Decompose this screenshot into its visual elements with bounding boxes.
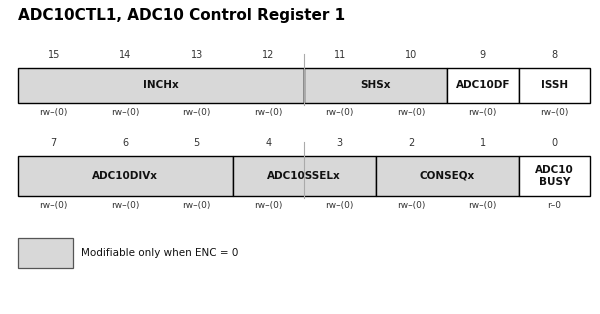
Text: rw–(0): rw–(0) bbox=[326, 201, 354, 210]
Text: 2: 2 bbox=[408, 138, 415, 148]
Text: rw–(0): rw–(0) bbox=[40, 201, 68, 210]
Bar bbox=[376, 156, 518, 196]
Text: ADC10SSELx: ADC10SSELx bbox=[267, 171, 341, 181]
Text: 9: 9 bbox=[479, 50, 486, 60]
Text: ADC10DF: ADC10DF bbox=[455, 80, 510, 90]
Text: 7: 7 bbox=[50, 138, 57, 148]
Text: 1: 1 bbox=[479, 138, 486, 148]
Bar bbox=[447, 68, 518, 103]
Bar bbox=[233, 156, 376, 196]
Bar bbox=[18, 68, 304, 103]
Bar bbox=[18, 238, 73, 268]
Text: SHSx: SHSx bbox=[360, 80, 391, 90]
Text: rw–(0): rw–(0) bbox=[469, 201, 497, 210]
Bar bbox=[304, 68, 447, 103]
Text: INCHx: INCHx bbox=[143, 80, 179, 90]
Text: ADC10CTL1, ADC10 Control Register 1: ADC10CTL1, ADC10 Control Register 1 bbox=[18, 8, 345, 23]
Text: 3: 3 bbox=[337, 138, 343, 148]
Text: rw–(0): rw–(0) bbox=[254, 108, 283, 117]
Text: 11: 11 bbox=[334, 50, 346, 60]
Text: rw–(0): rw–(0) bbox=[397, 108, 425, 117]
Text: 12: 12 bbox=[262, 50, 274, 60]
Text: ADC10
BUSY: ADC10 BUSY bbox=[535, 165, 574, 187]
Text: rw–(0): rw–(0) bbox=[111, 201, 139, 210]
Text: rw–(0): rw–(0) bbox=[254, 201, 283, 210]
Bar bbox=[518, 156, 590, 196]
Text: ISSH: ISSH bbox=[541, 80, 568, 90]
Text: Modifiable only when ENC = 0: Modifiable only when ENC = 0 bbox=[81, 248, 238, 258]
Text: 14: 14 bbox=[119, 50, 131, 60]
Text: 13: 13 bbox=[191, 50, 203, 60]
Text: rw–(0): rw–(0) bbox=[40, 108, 68, 117]
Text: ADC10DIVx: ADC10DIVx bbox=[92, 171, 158, 181]
Text: rw–(0): rw–(0) bbox=[111, 108, 139, 117]
Text: 5: 5 bbox=[194, 138, 200, 148]
Bar bbox=[18, 156, 233, 196]
Text: CONSEQx: CONSEQx bbox=[419, 171, 475, 181]
Text: rw–(0): rw–(0) bbox=[182, 108, 211, 117]
Text: 4: 4 bbox=[265, 138, 271, 148]
Text: r–0: r–0 bbox=[547, 201, 561, 210]
Text: 0: 0 bbox=[551, 138, 557, 148]
Text: rw–(0): rw–(0) bbox=[469, 108, 497, 117]
Text: rw–(0): rw–(0) bbox=[326, 108, 354, 117]
Text: 6: 6 bbox=[122, 138, 128, 148]
Text: rw–(0): rw–(0) bbox=[540, 108, 568, 117]
Text: 10: 10 bbox=[405, 50, 418, 60]
Bar bbox=[518, 68, 590, 103]
Text: 15: 15 bbox=[47, 50, 60, 60]
Text: rw–(0): rw–(0) bbox=[397, 201, 425, 210]
Text: 8: 8 bbox=[551, 50, 557, 60]
Text: rw–(0): rw–(0) bbox=[182, 201, 211, 210]
